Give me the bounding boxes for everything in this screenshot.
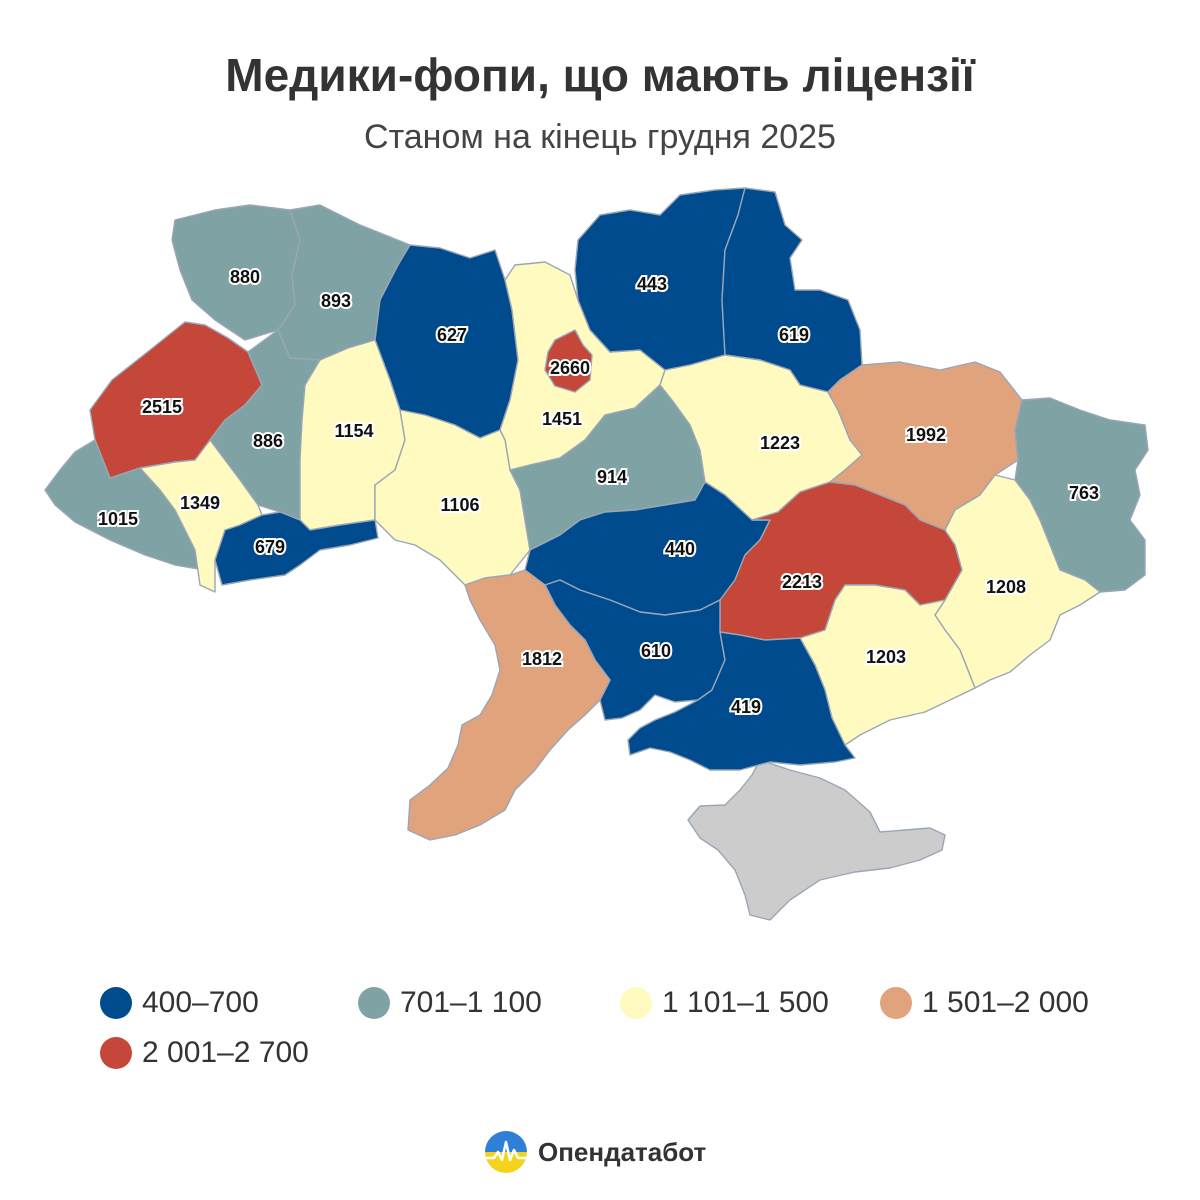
- label-poltava: 1223: [760, 433, 800, 453]
- legend-label: 2 001–2 700: [142, 1036, 309, 1069]
- legend-item-701-1100: 701–1 100: [358, 986, 542, 1020]
- label-kyiv-city: 2660: [550, 358, 590, 378]
- legend-item-400-700: 400–700: [100, 986, 259, 1020]
- legend-swatch: [100, 1037, 132, 1069]
- legend-item-1501-2000: 1 501–2 000: [880, 986, 1089, 1020]
- label-vinnytsia: 1106: [440, 495, 479, 515]
- label-kharkiv: 1992: [906, 425, 946, 445]
- map-subtitle: Станом на кінець грудня 2025: [364, 118, 836, 156]
- region-kyiv-city: [544, 329, 593, 393]
- region-chernivtsi: [214, 511, 379, 586]
- brand-name: Опендатабот: [538, 1136, 707, 1167]
- ukraine-map: 880 893 627 443 619 2660 1451 2515 886 1…: [44, 187, 1149, 921]
- region-crimea: [687, 759, 946, 921]
- label-mykolaiv: 610: [641, 641, 671, 661]
- legend-label: 400–700: [142, 986, 259, 1019]
- label-lviv: 2515: [142, 397, 182, 417]
- label-dnipro: 2213: [782, 572, 822, 592]
- label-zhytomyr: 627: [437, 325, 467, 345]
- label-sumy: 619: [779, 325, 809, 345]
- label-cherkasy: 914: [597, 467, 627, 487]
- legend-label: 701–1 100: [400, 986, 542, 1019]
- label-kyiv-oblast: 1451: [542, 409, 582, 429]
- label-luhansk: 763: [1069, 483, 1099, 503]
- label-khmelnytskyi: 1154: [334, 421, 373, 441]
- label-chernihiv: 443: [637, 274, 667, 294]
- legend-swatch: [358, 987, 390, 1019]
- label-chernivtsi: 679: [255, 537, 285, 557]
- label-rivne: 893: [321, 291, 351, 311]
- label-zaporizhzhia: 1203: [866, 647, 906, 667]
- region-odesa: [407, 569, 611, 841]
- label-odesa: 1812: [522, 649, 562, 669]
- label-volyn: 880: [230, 267, 260, 287]
- label-ternopil: 886: [253, 431, 283, 451]
- label-donetsk: 1208: [986, 577, 1026, 597]
- legend-swatch: [620, 987, 652, 1019]
- brand-logo: Опендатабот: [484, 1130, 706, 1174]
- legend-item-1101-1500: 1 101–1 500: [620, 986, 829, 1020]
- legend-item-2001-2700: 2 001–2 700: [100, 1036, 309, 1070]
- label-zakarpattia: 1015: [98, 509, 138, 529]
- map-title: Медики-фопи, що мають ліцензії: [225, 49, 975, 101]
- label-ivano-frankivsk: 1349: [180, 493, 220, 513]
- legend-swatch: [880, 987, 912, 1019]
- legend-swatch: [100, 987, 132, 1019]
- label-kherson: 419: [731, 697, 761, 717]
- label-kirovohrad: 440: [665, 539, 695, 559]
- legend-label: 1 501–2 000: [922, 986, 1089, 1019]
- brand-icon: [485, 1131, 527, 1173]
- region-kherson: [627, 631, 856, 771]
- legend-label: 1 101–1 500: [662, 986, 829, 1019]
